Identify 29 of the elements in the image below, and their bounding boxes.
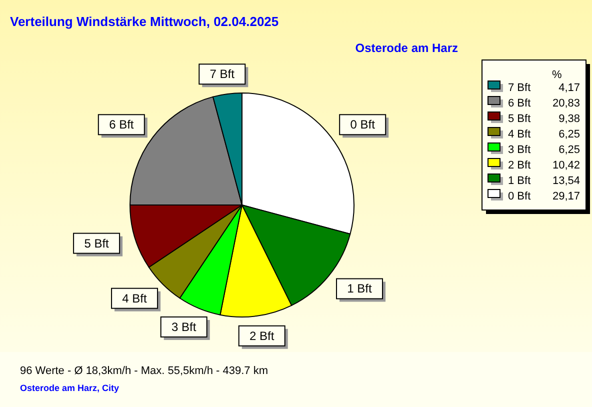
legend-title: % bbox=[552, 69, 562, 81]
legend-label: 1 Bft bbox=[508, 175, 531, 187]
slice-label: 2 Bft bbox=[250, 328, 275, 343]
slice-label: 7 Bft bbox=[210, 67, 236, 82]
data-label: 6,25 bbox=[558, 144, 580, 156]
chart-subtitle: Osterode am Harz bbox=[355, 41, 458, 55]
data-label: 10,42 bbox=[552, 160, 580, 172]
slice-label: 6 Bft bbox=[109, 118, 134, 132]
legend-label: 7 Bft bbox=[508, 82, 531, 94]
data-label: 13,54 bbox=[552, 175, 580, 187]
text: Osterode am Harz, City bbox=[20, 383, 120, 393]
slice-label: 1 Bft bbox=[347, 282, 373, 296]
slice-label: 4 Bft bbox=[122, 291, 148, 306]
slice-label: 0 Bft bbox=[350, 118, 376, 132]
data-label: 4,17 bbox=[558, 82, 580, 94]
data-label: 20,83 bbox=[552, 98, 580, 110]
legend-label: 2 Bft bbox=[508, 160, 531, 172]
data-label: 9,38 bbox=[558, 113, 580, 125]
slice-label: 3 Bft bbox=[171, 320, 197, 334]
legend-label: 5 Bft bbox=[508, 113, 531, 125]
legend-label: 6 Bft bbox=[508, 98, 531, 110]
slice-label: 5 Bft bbox=[84, 236, 110, 250]
legend-label: 4 Bft bbox=[508, 128, 531, 140]
chart-title: Verteilung Windstärke Mittwoch, 02.04.2025 bbox=[10, 14, 279, 29]
text: 96 Werte - Ø 18,3km/h - Max. 55,5km/h - 439.7 km bbox=[20, 365, 268, 377]
data-label: 6,25 bbox=[558, 128, 580, 140]
legend-label: 3 Bft bbox=[508, 144, 531, 156]
legend-label: 0 Bft bbox=[508, 190, 531, 202]
data-label: 29,17 bbox=[552, 190, 580, 202]
